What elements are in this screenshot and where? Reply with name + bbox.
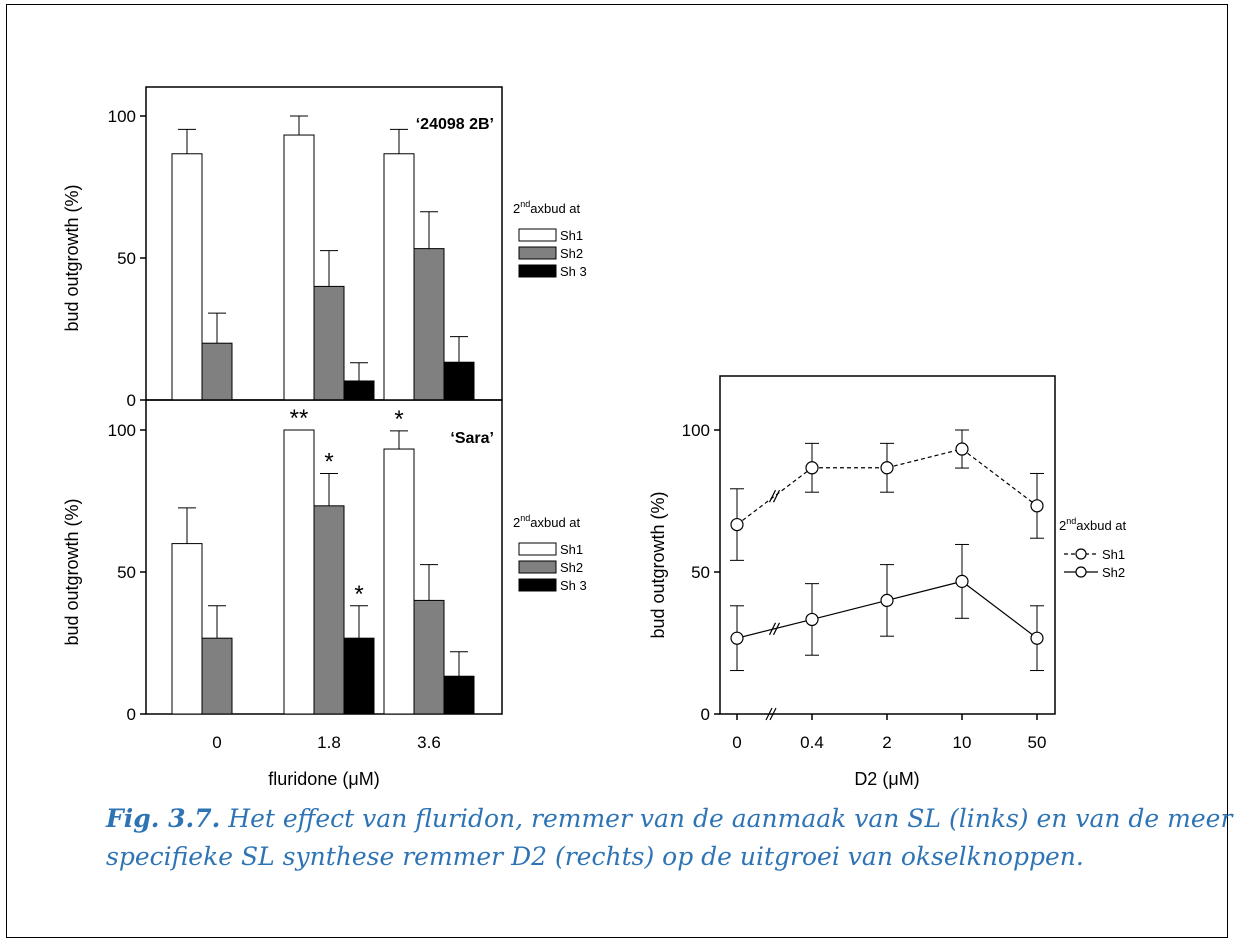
- bar-panel-2-bar-sh1-cat0: [171, 543, 203, 715]
- line-panel-xtick-label-3: 10: [953, 733, 972, 752]
- line-panel-sh2-point-4: [1030, 631, 1044, 645]
- bar-panel-2-bar-sh3-cat2: [443, 675, 475, 715]
- line-panel-legend-marker-0: [1075, 548, 1087, 560]
- line-panel-sh2-point-2: [880, 593, 894, 608]
- line-panel-xtick-label-2: 2: [882, 733, 891, 752]
- line-panel-ytick-label-0: 0: [701, 705, 710, 724]
- bar-panel-2-ytick-label-2: 100: [108, 421, 136, 440]
- bar-panel-2-ylabel: bud outgrowth (%): [62, 498, 82, 645]
- bar-panel-1-bar-sh2-cat0: [201, 342, 233, 401]
- bar-panel-1-legend-swatch-1: [518, 246, 557, 260]
- bar-panel-2-annotation: ‘Sara’: [450, 430, 494, 447]
- bar-panel-2-xtick-label-1: 1.8: [317, 733, 341, 752]
- bar-panel-1-bar-sh3-cat1: [343, 380, 375, 401]
- line-panel-sh2-segment-2: [886, 580, 963, 601]
- line-panel-axis-break-mark-2: [769, 707, 777, 721]
- bar-panel-1-bar-sh3-cat2: [443, 361, 475, 401]
- line-panel-legend-label-1: Sh2: [1102, 565, 1125, 580]
- line-panel-xtick-label-1: 0.4: [800, 733, 824, 752]
- bar-panel-1-bar-sh1-cat1: [283, 134, 315, 401]
- line-panel-sh2-segment-0: [736, 618, 813, 639]
- bar-panel-1-ytick-label-2: 100: [108, 107, 136, 126]
- line-panel-legend-marker-1: [1075, 566, 1087, 578]
- bar-panel-1-legend-swatch-2: [518, 264, 557, 278]
- line-panel-sh1-break-2: [772, 489, 781, 503]
- line-panel-sh1-segment-3: [961, 448, 1038, 507]
- line-panel-sh2-break-2: [772, 622, 781, 636]
- bar-panel-2-xlabel: fluridone (μM): [268, 769, 379, 789]
- line-panel-sh2-point-3: [955, 574, 969, 588]
- bar-panel-2-significance-1: *: [324, 448, 333, 475]
- line-panel-legend-title: 2ndaxbud at: [1059, 516, 1127, 533]
- bar-panel-1-bar-sh2-cat2: [413, 248, 445, 401]
- line-panel-ytick-label-2: 100: [682, 421, 710, 440]
- bar-panel-1-legend-swatch-0: [518, 228, 557, 242]
- bar-panel-2-significance-0: **: [290, 405, 309, 432]
- bar-panel-1-legend-label-2: Sh 3: [560, 264, 587, 279]
- bar-panel-1-annotation: ‘24098 2B’: [416, 116, 494, 133]
- bar-panel-2-legend-label-2: Sh 3: [560, 578, 587, 593]
- line-panel-frame: [719, 375, 1056, 715]
- caption-line-2: specifieke SL synthese remmer D2 (rechts…: [106, 842, 1084, 871]
- bar-panel-2-xtick-label-2: 3.6: [417, 733, 441, 752]
- line-panel-sh1-point-4: [1030, 499, 1044, 513]
- bar-panel-1-ytick-label-0: 0: [127, 391, 136, 410]
- line-panel-sh1-point-2: [880, 461, 894, 475]
- bar-panel-2-legend-swatch-0: [518, 542, 557, 556]
- bar-panel-2-bar-sh2-cat1: [313, 505, 345, 715]
- bar-panel-2-legend-label-1: Sh2: [560, 560, 583, 575]
- bar-panel-1-legend-label-0: Sh1: [560, 228, 583, 243]
- line-panel-sh1-segment-0: [736, 467, 813, 526]
- bar-panel-2-bar-sh1-cat2: [383, 448, 415, 715]
- figure-frame: [6, 4, 1228, 938]
- line-panel-xtick-label-4: 50: [1028, 733, 1047, 752]
- line-panel-sh1-point-1: [805, 461, 819, 475]
- bar-panel-2-significance-3: *: [394, 406, 403, 433]
- bar-panel-2-significance-2: *: [354, 581, 363, 608]
- figure-caption: Fig. 3.7. Het effect van fluridon, remme…: [106, 800, 1233, 876]
- bar-panel-2-legend-swatch-2: [518, 578, 557, 592]
- line-panel-sh2-segment-1: [811, 599, 888, 621]
- caption-line-1: Fig. 3.7. Het effect van fluridon, remme…: [106, 800, 1233, 838]
- line-panel-legend-label-0: Sh1: [1102, 547, 1125, 562]
- line-panel-ytick-label-1: 50: [691, 563, 710, 582]
- line-panel-sh1-segment-2: [886, 448, 963, 469]
- line-panel-xlabel: D2 (μM): [854, 769, 919, 789]
- line-panel-sh2-segment-3: [961, 580, 1038, 639]
- line-panel-sh2-point-1: [805, 612, 819, 627]
- bar-panel-2-legend-label-0: Sh1: [560, 542, 583, 557]
- line-panel-sh1-break-1: [768, 489, 777, 503]
- bar-panel-1-ytick-label-1: 50: [117, 249, 136, 268]
- bar-panel-2-bar-sh3-cat1: [343, 637, 375, 715]
- line-panel-ylabel: bud outgrowth (%): [648, 491, 668, 638]
- bar-panel-2-bar-sh1-cat1: [283, 429, 315, 715]
- bar-panel-2-xtick-label-0: 0: [212, 733, 221, 752]
- bar-panel-1-legend-label-1: Sh2: [560, 246, 583, 261]
- line-panel-xtick-label-0: 0: [732, 733, 741, 752]
- line-panel-axis-break-mark-1: [765, 707, 773, 721]
- bar-panel-2-legend-title: 2ndaxbud at: [513, 513, 581, 530]
- line-panel-sh2-point-0: [730, 631, 744, 645]
- caption-text-1: Het effect van fluridon, remmer van de a…: [220, 804, 1233, 833]
- caption-label: Fig. 3.7.: [106, 804, 221, 833]
- bar-panel-2-ytick-label-1: 50: [117, 563, 136, 582]
- bar-panel-2-ytick-label-0: 0: [127, 705, 136, 724]
- bar-panel-2-bar-sh2-cat0: [201, 637, 233, 715]
- bar-panel-1-legend-title: 2ndaxbud at: [513, 199, 581, 216]
- line-panel-sh2-break-1: [768, 622, 777, 636]
- bar-panel-1-bar-sh1-cat0: [171, 153, 203, 401]
- bar-panel-1-bar-sh1-cat2: [383, 153, 415, 401]
- bar-panel-2-legend-swatch-1: [518, 560, 557, 574]
- bar-panel-2-bar-sh2-cat2: [413, 599, 445, 715]
- line-panel-sh1-point-0: [730, 517, 744, 532]
- bar-panel-1-bar-sh2-cat1: [313, 285, 345, 401]
- bar-panel-1-ylabel: bud outgrowth (%): [62, 184, 82, 331]
- line-panel-sh1-point-3: [955, 442, 969, 456]
